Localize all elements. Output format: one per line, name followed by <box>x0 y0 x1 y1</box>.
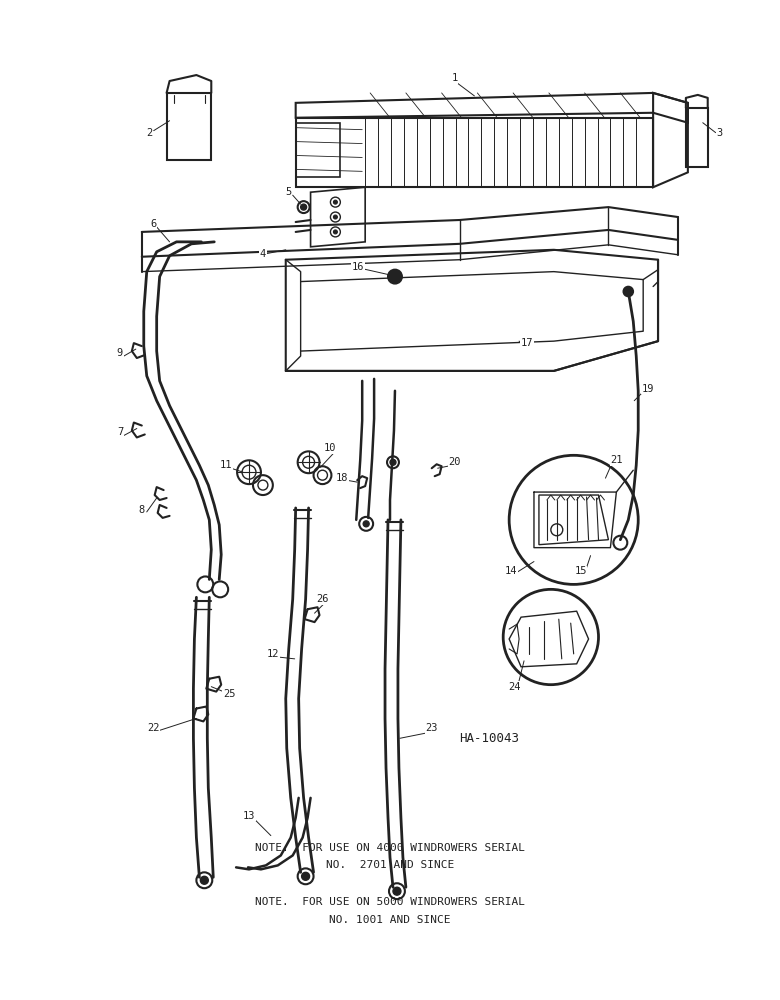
Text: 11: 11 <box>220 460 232 470</box>
Text: NOTE.  FOR USE ON 4000 WINDROWERS SERIAL: NOTE. FOR USE ON 4000 WINDROWERS SERIAL <box>255 843 525 853</box>
Text: 14: 14 <box>505 566 517 576</box>
Text: NO. 1001 AND SINCE: NO. 1001 AND SINCE <box>329 915 451 925</box>
Text: 1: 1 <box>452 73 458 83</box>
Circle shape <box>393 887 401 895</box>
Circle shape <box>333 230 338 234</box>
Circle shape <box>363 521 369 527</box>
Text: 20: 20 <box>448 457 461 467</box>
Text: 15: 15 <box>574 566 587 576</box>
Text: 21: 21 <box>610 455 622 465</box>
Text: 18: 18 <box>336 473 349 483</box>
Text: 4: 4 <box>260 249 266 259</box>
Text: 9: 9 <box>117 348 123 358</box>
Text: 6: 6 <box>151 219 157 229</box>
Text: 8: 8 <box>139 505 145 515</box>
Text: 16: 16 <box>352 262 364 272</box>
Text: 26: 26 <box>316 594 328 604</box>
Text: 10: 10 <box>324 443 337 453</box>
Text: 3: 3 <box>717 128 723 138</box>
Text: 12: 12 <box>267 649 279 659</box>
Circle shape <box>302 872 310 880</box>
Text: 22: 22 <box>147 723 160 733</box>
Circle shape <box>390 459 396 465</box>
Text: 2: 2 <box>147 128 153 138</box>
Circle shape <box>388 270 402 284</box>
Text: NO.  2701 AND SINCE: NO. 2701 AND SINCE <box>326 860 454 870</box>
Text: 24: 24 <box>508 682 520 692</box>
Text: HA-10043: HA-10043 <box>459 732 519 745</box>
Text: 13: 13 <box>243 811 255 821</box>
Circle shape <box>623 287 633 296</box>
Text: 17: 17 <box>521 338 534 348</box>
Text: 25: 25 <box>223 689 236 699</box>
Circle shape <box>300 204 307 210</box>
Circle shape <box>333 215 338 219</box>
Text: 19: 19 <box>642 384 654 394</box>
Circle shape <box>200 876 208 884</box>
Circle shape <box>333 200 338 204</box>
Text: 7: 7 <box>117 427 123 437</box>
Text: 5: 5 <box>285 187 292 197</box>
Text: 23: 23 <box>425 723 438 733</box>
Text: NOTE.  FOR USE ON 5000 WINDROWERS SERIAL: NOTE. FOR USE ON 5000 WINDROWERS SERIAL <box>255 897 525 907</box>
